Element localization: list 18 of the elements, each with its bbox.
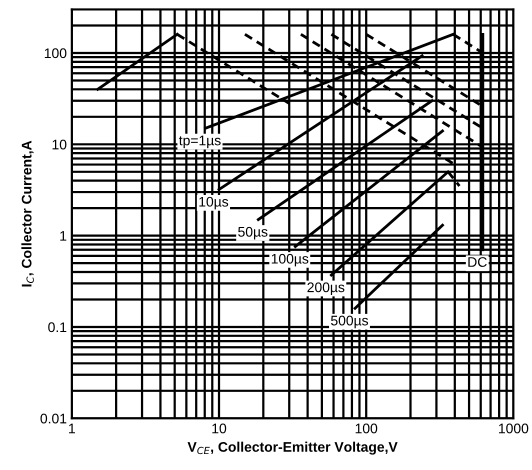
y-tick-label: 100 <box>44 48 66 58</box>
series-label: DC <box>468 257 487 267</box>
series-label: 10µs <box>199 196 228 210</box>
series-label: 200µs <box>307 282 344 295</box>
series-label: 500µs <box>330 316 368 328</box>
series-label: 100µs <box>272 254 308 266</box>
y-tick-label: 1 <box>60 231 66 241</box>
x-tick-label: 10 <box>212 424 226 434</box>
x-axis-title: V$_{CE}$, Collector-Emitter Voltage,V <box>188 442 398 455</box>
y-tick-label: 0.01 <box>40 414 66 424</box>
x-tick-label: 100 <box>356 424 378 434</box>
x-tick-label: 1000 <box>498 424 528 434</box>
y-tick-label: 10 <box>52 140 66 150</box>
y-axis-title: I$_{C}$, Collector Current,A <box>21 140 34 286</box>
y-tick-label: 0.1 <box>48 322 66 332</box>
series-label: tp=1µs <box>179 136 221 148</box>
series-label: 50µs <box>238 226 268 240</box>
x-tick-label: 1 <box>69 424 76 434</box>
